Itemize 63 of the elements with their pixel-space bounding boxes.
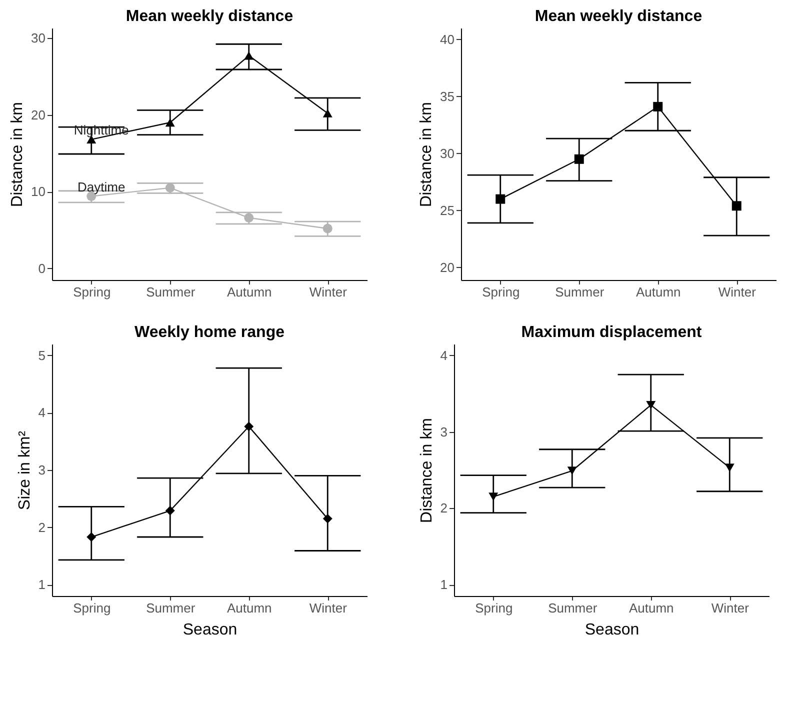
x-tick-label: Winter [718, 284, 757, 300]
y-tick-label: 20 [440, 260, 454, 275]
y-tick-label: 30 [440, 146, 454, 161]
x-tick-label: Spring [73, 600, 111, 616]
x-tick-label: Spring [73, 284, 111, 300]
x-tick-label: Autumn [226, 600, 272, 616]
y-tick-label: 4 [38, 405, 46, 420]
x-tick-label: Autumn [226, 284, 272, 300]
y-tick-label: 3 [38, 462, 46, 478]
x-tick-label: Spring [482, 284, 520, 300]
y-tick-label: 3 [440, 424, 448, 440]
y-tick-label: 4 [440, 348, 448, 363]
x-axis-title: Season [182, 622, 238, 638]
x-tick-label: Autumn [628, 600, 674, 616]
y-tick-label: 30 [31, 30, 46, 46]
point [165, 118, 175, 127]
y-axis-title: Size in km² [16, 430, 34, 510]
point [322, 514, 332, 524]
x-tick-label: Summer [146, 284, 196, 300]
y-tick-label: 20 [31, 107, 46, 122]
x-tick-label: Winter [309, 284, 348, 300]
point [574, 154, 584, 164]
point [724, 464, 734, 472]
x-tick-label: Winter [711, 600, 750, 616]
point [165, 183, 175, 193]
y-axis-title: Distance in km [418, 418, 436, 523]
chart-title: Mean weekly distance [126, 8, 294, 25]
y-tick-label: 1 [440, 577, 448, 592]
point [567, 466, 577, 475]
x-tick-label: Summer [146, 600, 196, 616]
point [732, 201, 742, 211]
point [165, 506, 175, 516]
chart-title: Weekly home range [134, 324, 285, 341]
point [646, 400, 656, 410]
chart-title: Maximum displacement [521, 324, 702, 341]
y-tick-label: 0 [38, 260, 46, 276]
y-axis-title: Distance in km [418, 102, 436, 207]
point [244, 213, 254, 222]
y-tick-label: 2 [440, 500, 448, 516]
y-tick-label: 10 [31, 184, 46, 200]
x-tick-label: Winter [309, 600, 348, 616]
y-tick-label: 35 [440, 88, 454, 104]
chart-title: Mean weekly distance [534, 8, 702, 25]
point [322, 224, 332, 234]
point [86, 532, 96, 542]
point [244, 422, 254, 432]
point [244, 52, 254, 60]
point [653, 102, 663, 112]
x-tick-label: Summer [548, 600, 598, 616]
x-axis-title: Season [584, 622, 640, 638]
series-label: Daytime [78, 179, 126, 194]
point [322, 109, 332, 118]
point [496, 194, 506, 204]
y-tick-label: 1 [38, 577, 46, 592]
point [488, 492, 498, 501]
x-tick-label: Spring [475, 600, 513, 616]
y-tick-label: 2 [38, 520, 46, 535]
y-tick-label: 40 [440, 32, 454, 47]
y-tick-label: 5 [38, 348, 46, 363]
y-tick-label: 25 [440, 202, 454, 218]
x-tick-label: Autumn [636, 284, 681, 300]
x-tick-label: Summer [555, 284, 605, 300]
y-axis-title: Distance in km [9, 102, 26, 207]
